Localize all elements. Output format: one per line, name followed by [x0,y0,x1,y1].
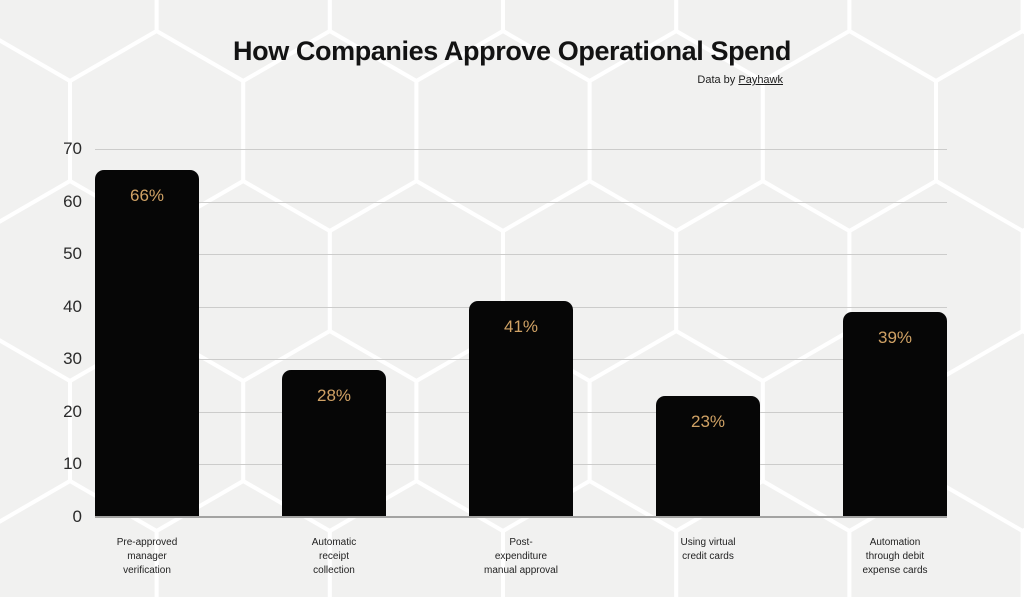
y-axis-tick-label-50: 50 [63,244,82,264]
x-axis-category-label-2: Automatic receipt collection [311,537,357,577]
bar-3 [469,301,573,517]
bar-value-label-3: 41% [503,317,539,337]
hexagon-shape [1020,227,1024,335]
y-axis-tick-label-20: 20 [63,401,82,421]
gridline-50 [95,254,947,256]
y-axis-tick-label-30: 30 [63,349,82,369]
x-axis-category-label-5: Automation through debit expense cards [862,537,928,577]
x-axis-category-label-4: Using virtual credit cards [680,537,736,563]
chart-title: How Companies Approve Operational Spend [233,36,791,66]
bar-4 [656,396,760,517]
bar-value-label-1: 66% [129,186,165,206]
payhawk-link[interactable]: Payhawk [738,74,783,86]
bar-5 [843,311,947,517]
y-axis-tick-label-70: 70 [63,139,82,158]
gridline-70 [95,149,947,150]
bar-value-label-5: 39% [877,327,913,347]
attribution-prefix: Data by [697,74,739,86]
bar-value-label-2: 28% [316,385,352,405]
x-axis-line [95,516,947,518]
bar-1 [95,170,199,517]
hexagon-shape [1020,527,1024,597]
y-axis-tick-label-10: 10 [63,454,82,474]
y-axis-tick-label-60: 60 [63,191,82,211]
x-axis-category-label-3: Post- expenditure manual approval [484,537,558,577]
y-axis-tick-label-40: 40 [63,296,82,316]
gridline-60 [95,201,947,203]
attribution: Data by Payhawk [697,74,783,86]
y-axis-tick-label-0: 0 [72,507,82,526]
bar-2 [282,369,386,517]
bar-value-label-4: 23% [690,412,726,432]
x-axis-category-label-1: Pre-approved manager verification [116,537,178,577]
